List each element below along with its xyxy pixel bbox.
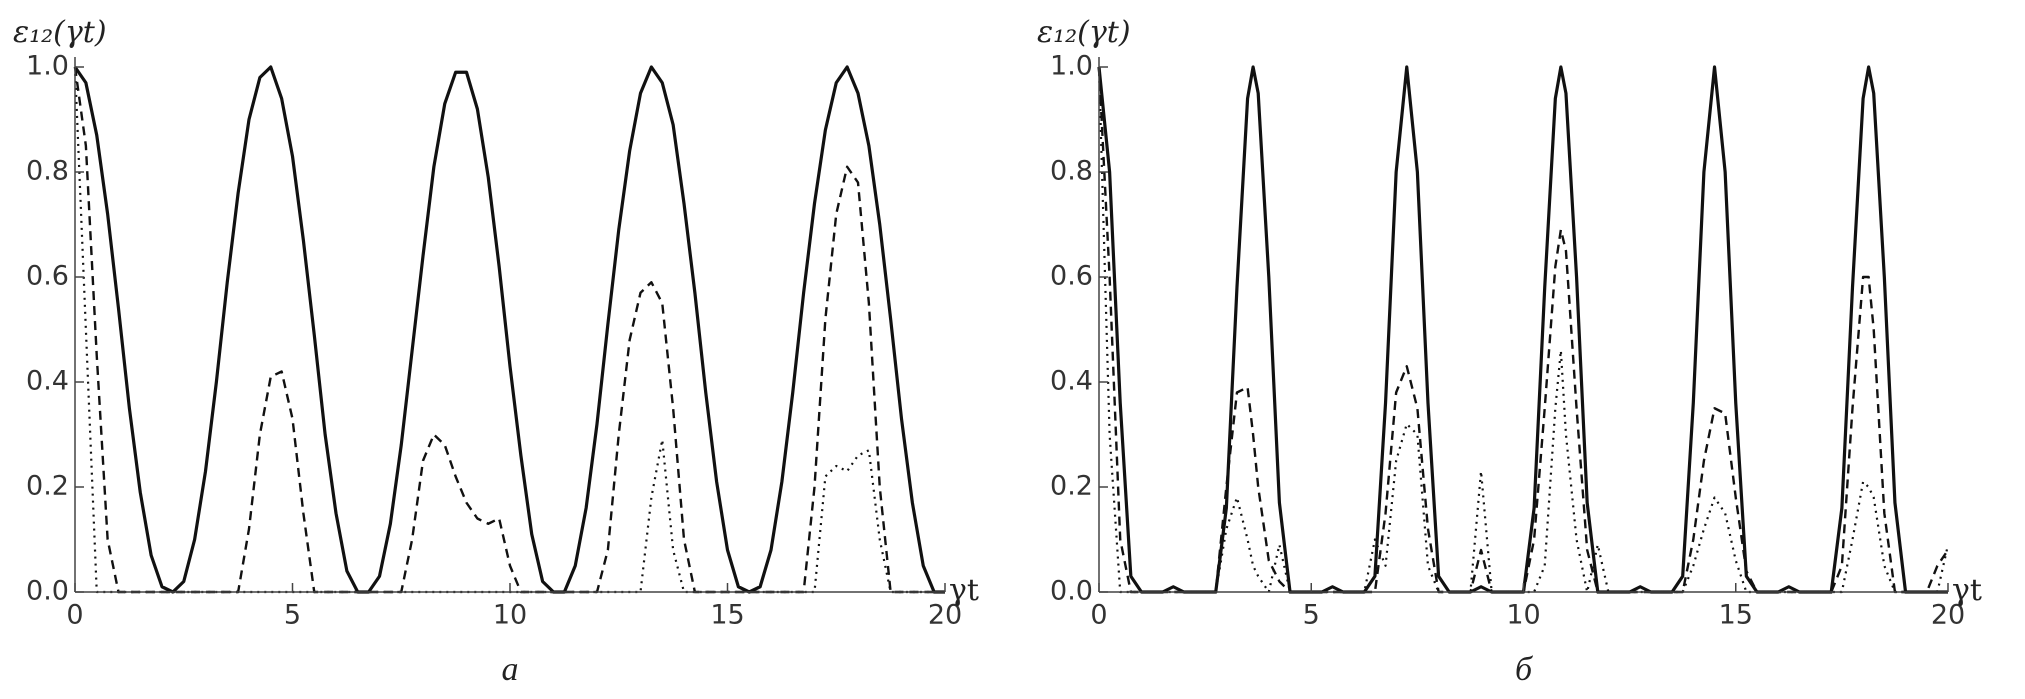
x-tick-label: 0	[66, 600, 83, 631]
y-tick-label: 0.6	[26, 261, 69, 292]
y-tick-label: 0.4	[1050, 366, 1093, 397]
x-tick-label: 5	[1303, 600, 1320, 631]
x-axis-label: γt	[1952, 573, 1982, 608]
series-line	[73, 65, 945, 594]
panel-caption: a	[502, 651, 519, 688]
y-tick-label: 0.4	[26, 366, 69, 397]
y-tick-label: 1.0	[26, 51, 69, 82]
y-tick-label: 0.6	[1050, 261, 1093, 292]
x-tick-label: 10	[493, 600, 527, 631]
x-axis-label: γt	[949, 573, 979, 608]
x-tick-label: 15	[1719, 600, 1753, 631]
x-tick-label: 20	[1931, 600, 1965, 631]
y-axis-label: ε₁₂(γt)	[1037, 15, 1131, 50]
series-line	[73, 66, 945, 594]
y-tick-label: 0.2	[26, 471, 69, 502]
series-line	[1097, 65, 1948, 594]
y-tick-label: 0.0	[26, 576, 69, 607]
x-tick-label: 5	[284, 600, 301, 631]
x-tick-label: 20	[928, 600, 962, 631]
series-line	[73, 66, 945, 594]
series-line	[1097, 66, 1949, 594]
x-tick-label: 15	[710, 600, 744, 631]
y-tick-label: 1.0	[1050, 51, 1093, 82]
y-tick-label: 0.8	[26, 156, 69, 187]
y-tick-label: 0.0	[1050, 576, 1093, 607]
y-tick-label: 0.8	[1050, 156, 1093, 187]
x-tick-label: 10	[1506, 600, 1540, 631]
panel-caption: б	[1515, 651, 1534, 688]
x-tick-label: 0	[1090, 600, 1107, 631]
y-axis-label: ε₁₂(γt)	[13, 15, 107, 50]
y-tick-label: 0.2	[1050, 471, 1093, 502]
